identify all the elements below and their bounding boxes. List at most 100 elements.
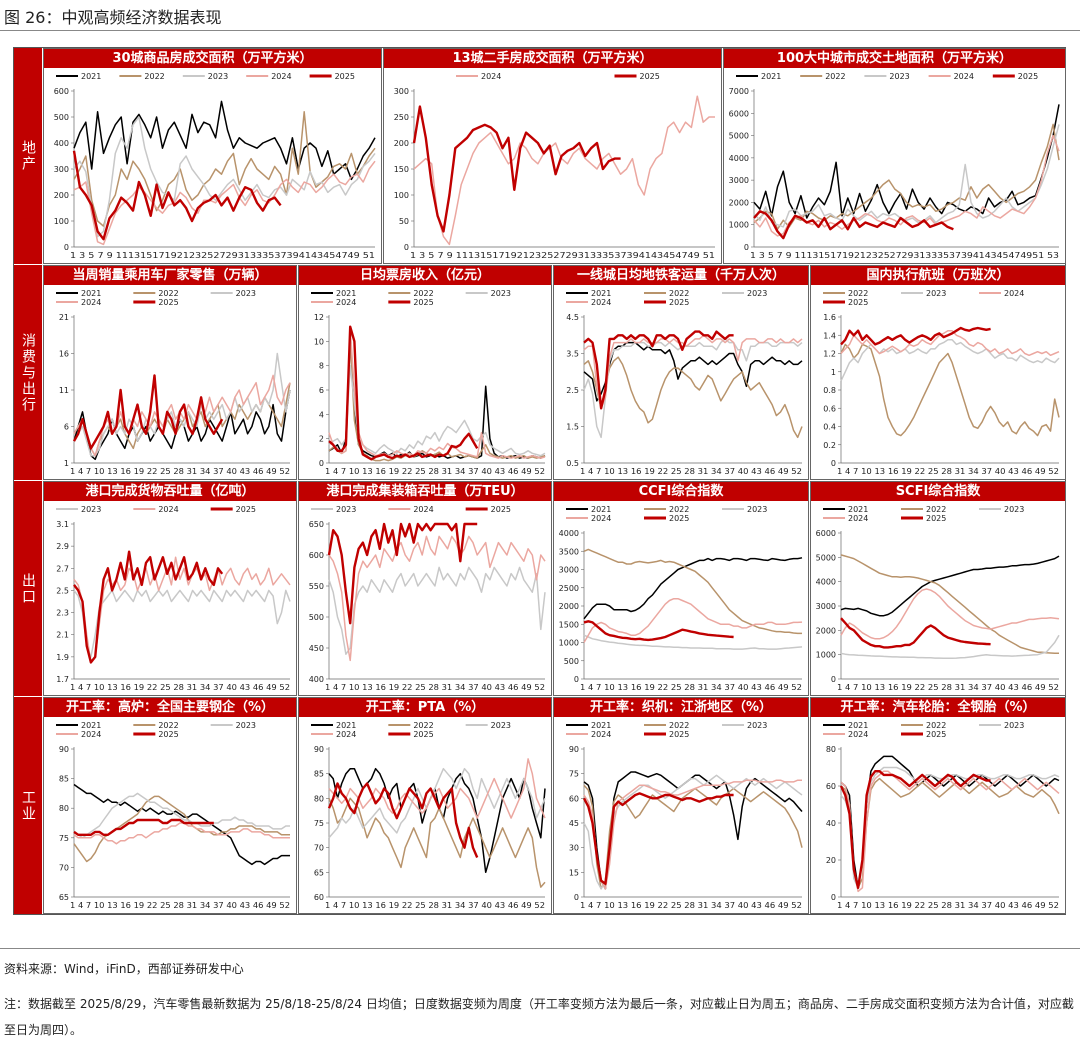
legend-label-2025: 2025 <box>926 730 946 739</box>
chart-plot: 2021 2022 2023 2024 2025 0 20 40 60 80 1 4 7 10 13… <box>823 721 1060 910</box>
y-tick-label: 6 <box>64 423 69 432</box>
legend-label-2023: 2023 <box>236 721 256 730</box>
y-tick-label: 0.2 <box>823 441 836 450</box>
y-tick-label: 4 <box>319 410 324 419</box>
series-line-2024 <box>840 588 1060 640</box>
y-tick-label: 400 <box>309 675 324 684</box>
legend-label-2023: 2023 <box>81 505 101 514</box>
chart-title: 开工率：织机：江浙地区（%） <box>554 698 808 717</box>
y-tick-label: 2.9 <box>56 542 69 551</box>
series-line-2021 <box>73 100 376 181</box>
chart-plot: 2022 2023 2024 2025 0 0.2 0.4 0.6 0.8 1 1.2 1.4 1.6 1… <box>823 289 1060 476</box>
legend-label-2022: 2022 <box>825 72 845 81</box>
legend-label-2023: 2023 <box>491 721 511 730</box>
y-tick-label: 1.6 <box>823 313 836 322</box>
series-line-2021 <box>753 104 1060 219</box>
series-line-2022 <box>583 784 803 890</box>
y-tick-label: 90 <box>314 745 324 754</box>
chart-title: 港口完成货物吞吐量（亿吨） <box>44 482 296 501</box>
chart-plot: 2021 2022 2023 2024 2025 0 1000 2000 3000 4000 500… <box>816 505 1060 692</box>
y-tick-label: 600 <box>309 551 324 560</box>
y-tick-label: 0 <box>319 459 324 468</box>
series-line-2021 <box>583 341 803 402</box>
legend-label-2022: 2022 <box>413 289 433 298</box>
chart-panel-3: 100大中城市成交土地面积（万平方米） 2021 2022 2023 2024 2025 0… <box>723 48 1066 264</box>
y-tick-label: 300 <box>394 87 409 96</box>
legend-label-2023: 2023 <box>1004 505 1024 514</box>
y-tick-label: 85 <box>59 775 69 784</box>
chart-title: 13城二手房成交面积（万平方米） <box>384 49 721 68</box>
y-tick-label: 1000 <box>729 221 749 230</box>
series-line-2022 <box>73 111 376 227</box>
y-tick-label: 0 <box>64 243 69 252</box>
legend-label-2022: 2022 <box>158 721 178 730</box>
legend-label-2024: 2024 <box>591 514 611 523</box>
y-tick-label: 0 <box>574 893 579 902</box>
series-line-2023 <box>328 767 546 839</box>
legend-label-2023: 2023 <box>747 505 767 514</box>
legend-label-2024: 2024 <box>81 298 101 307</box>
y-tick-label: 3000 <box>816 602 836 611</box>
y-tick-label: 200 <box>394 139 409 148</box>
legend-label-2024: 2024 <box>336 730 356 739</box>
legend-label-2024: 2024 <box>954 72 974 81</box>
x-tick-labels: 1 4 7 10 13 16 19 22 25 28 31 34 37 40 4… <box>580 901 802 910</box>
legend-label-2025: 2025 <box>236 505 256 514</box>
chart-plot: 2024 2025 0 50 100 150 200 250 300 1 3 5 7 9 1113… <box>394 72 715 260</box>
legend-label-2024: 2024 <box>591 298 611 307</box>
y-tick-label: 40 <box>826 819 836 828</box>
y-tick-label: 30 <box>569 844 579 853</box>
y-tick-label: 2000 <box>729 198 749 207</box>
x-tick-labels: 1 4 7 10 13 16 19 22 25 28 31 34 37 40 4… <box>837 467 1059 476</box>
chart-title: 开工率：PTA（%） <box>299 698 551 717</box>
y-tick-label: 16 <box>59 350 69 359</box>
legend-label-2022: 2022 <box>669 505 689 514</box>
y-tick-label: 10 <box>314 337 324 346</box>
y-tick-label: 60 <box>314 893 324 902</box>
legend-label-2024: 2024 <box>481 72 501 81</box>
y-tick-label: 70 <box>314 844 324 853</box>
y-tick-label: 200 <box>54 191 69 200</box>
legend-label-2024: 2024 <box>158 505 178 514</box>
series-line-2025 <box>327 522 478 625</box>
x-tick-labels: 1 4 7 10 13 16 19 22 25 28 31 34 37 40 4… <box>837 901 1059 910</box>
series-line-2021 <box>583 771 803 890</box>
y-tick-label: 500 <box>54 113 69 122</box>
footnote: 注：数据截至 2025/8/29，汽车零售最新数据为 25/8/18-25/8/… <box>4 997 1074 1037</box>
chart-title: 一线城日均地铁客运量（千万人次） <box>554 266 808 285</box>
legend-label-2023: 2023 <box>491 289 511 298</box>
x-tick-labels: 1 4 7 10 13 16 19 22 25 28 31 34 37 40 4… <box>70 467 290 476</box>
x-tick-labels: 1 4 7 10 13 16 19 22 25 28 31 34 37 40 4… <box>325 467 545 476</box>
y-tick-label: 5000 <box>816 553 836 562</box>
legend-label-2025: 2025 <box>335 72 355 81</box>
y-tick-label: 0 <box>831 459 836 468</box>
x-tick-labels: 1 4 7 10 13 16 19 22 25 28 31 34 37 40 4… <box>325 901 545 910</box>
source-note: 资料来源：Wind，iFinD，西部证券研发中心 <box>4 962 244 976</box>
y-tick-label: 65 <box>59 893 69 902</box>
series-line-2022 <box>583 356 803 439</box>
y-tick-label: 4000 <box>816 578 836 587</box>
y-tick-label: 0.5 <box>566 459 579 468</box>
y-tick-label: 0.6 <box>823 404 836 413</box>
section-label-industry: 工业 <box>14 697 42 914</box>
y-tick-label: 2.5 <box>56 586 69 595</box>
chart-title: 开工率：高炉：全国主要钢企（%） <box>44 698 296 717</box>
chart-title: 30城商品房成交面积（万平方米） <box>44 49 381 68</box>
chart-title: 港口完成集装箱吞吐量（万TEU） <box>299 482 551 501</box>
legend-label-2024: 2024 <box>1004 289 1024 298</box>
y-tick-label: 300 <box>54 165 69 174</box>
chart-panel-7: 国内执行航班（万班次） 2022 2023 2024 2025 0 0.2 0.4 0.6 0.8… <box>810 265 1066 480</box>
y-tick-label: 11 <box>59 386 69 395</box>
y-tick-label: 60 <box>826 782 836 791</box>
series-line-2024 <box>73 822 290 845</box>
y-tick-label: 550 <box>309 582 324 591</box>
y-tick-label: 0.4 <box>823 423 836 432</box>
chart-panel-12: 开工率：高炉：全国主要钢企（%） 2021 2022 2023 2024 2025 65 70… <box>43 697 297 914</box>
chart-panel-11: SCFI综合指数 2021 2022 2023 2024 2025 0 1000 2000 300… <box>810 481 1066 696</box>
chart-panel-13: 开工率：PTA（%） 2021 2022 2023 2024 2025 60 65 70 75 80… <box>298 697 552 914</box>
y-tick-label: 4000 <box>729 154 749 163</box>
x-tick-labels: 1 3 5 7 9 111315171921232527293133353739… <box>750 251 1059 260</box>
legend-label-2021: 2021 <box>761 72 781 81</box>
legend-label-2023: 2023 <box>889 72 909 81</box>
legend-label-2021: 2021 <box>848 505 868 514</box>
